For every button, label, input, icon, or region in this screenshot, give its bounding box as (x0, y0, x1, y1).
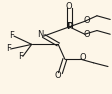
Text: F: F (6, 44, 11, 53)
Text: N: N (37, 30, 43, 39)
Text: F: F (10, 31, 14, 40)
Text: O: O (83, 30, 90, 39)
Text: O: O (66, 2, 73, 11)
Text: O: O (83, 16, 90, 25)
Text: O: O (79, 53, 86, 62)
Text: O: O (55, 71, 61, 80)
Text: F: F (18, 52, 23, 61)
Text: P: P (66, 22, 73, 31)
